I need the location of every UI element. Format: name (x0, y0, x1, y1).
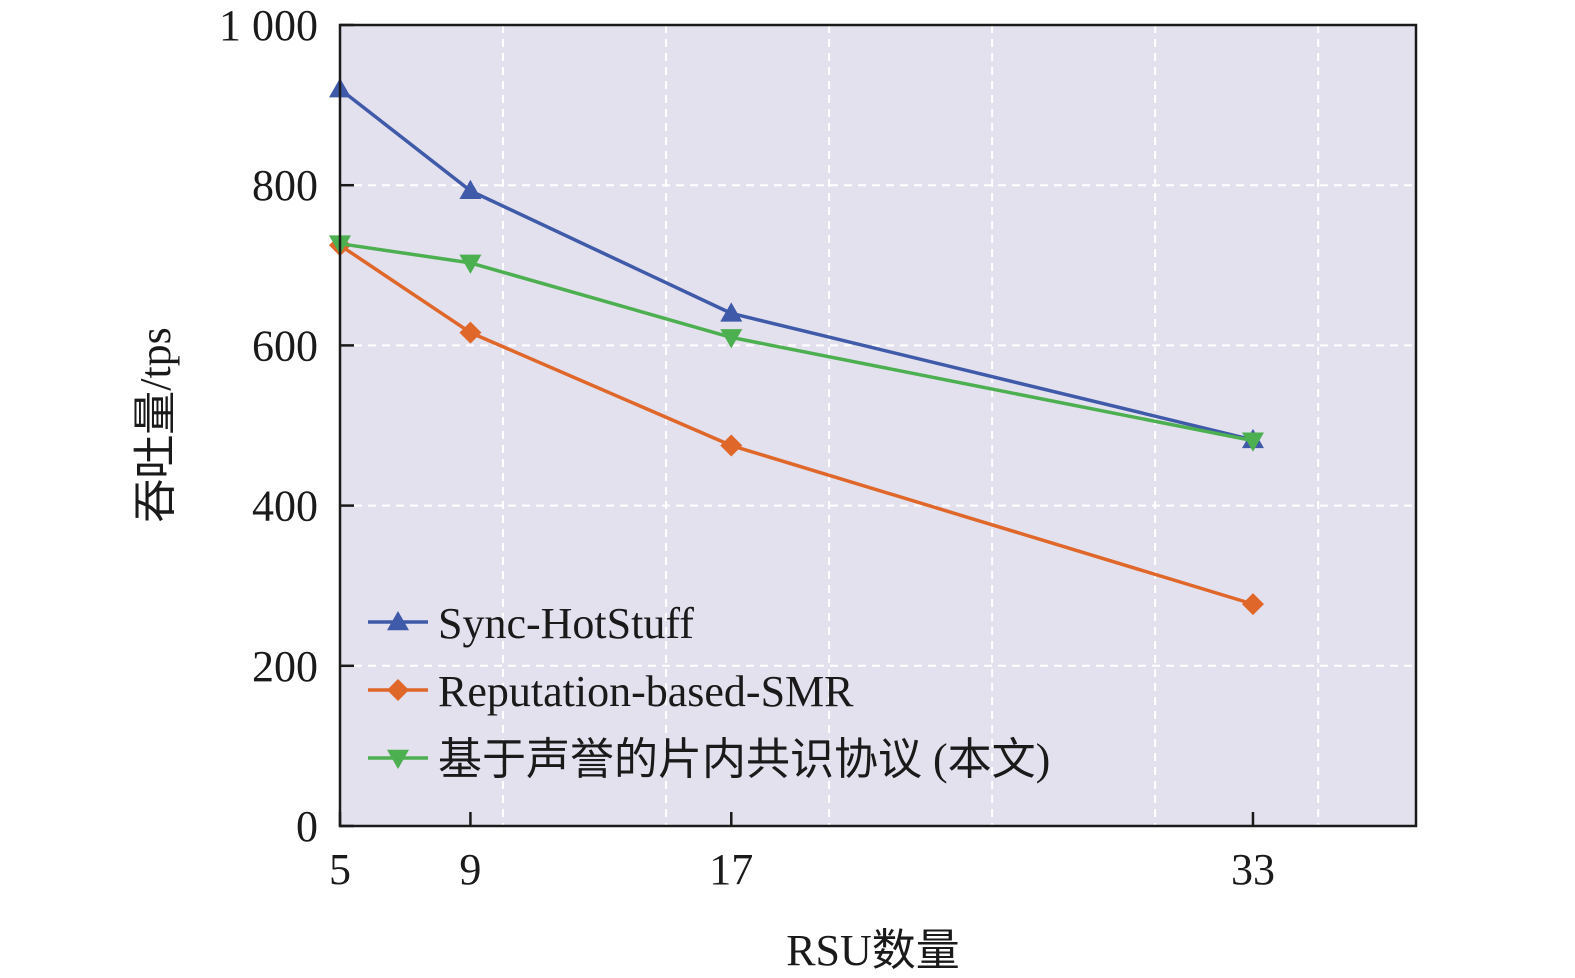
legend-marker (387, 679, 409, 701)
data-point (720, 302, 743, 322)
series-line (339, 243, 1254, 606)
x-tick-label: 5 (329, 845, 351, 894)
data-point (459, 321, 482, 344)
plot-frame (338, 23, 1418, 828)
data-point (1241, 432, 1264, 452)
data-point (1241, 593, 1264, 616)
legend-item: Reputation-based-SMR (368, 667, 854, 716)
legend-label: Reputation-based-SMR (438, 667, 854, 716)
series-line (338, 87, 1254, 442)
legend-label: 基于声誉的片内共识协议 (本文) (438, 735, 1050, 784)
x-axis-title: RSU数量 (786, 926, 960, 975)
legend-item: Sync-HotStuff (368, 599, 694, 648)
axis-ticks: 0 200 400 600 800 1 000 5 9 17 33 (219, 1, 1275, 894)
grid-lines (340, 25, 1416, 826)
legend: Sync-HotStuff Reputation-based-SMR 基于声誉的片内… (368, 599, 1050, 784)
plot-area (340, 25, 1416, 826)
data-point (459, 254, 482, 274)
series-line (339, 241, 1254, 443)
x-tick-label: 17 (709, 845, 753, 894)
y-tick-label: 1 000 (219, 1, 318, 50)
legend-label: Sync-HotStuff (438, 599, 694, 648)
x-tick-label: 33 (1231, 845, 1275, 894)
data-point (720, 329, 743, 349)
y-tick-label: 800 (252, 161, 318, 210)
y-tick-label: 0 (296, 802, 318, 851)
y-tick-label: 600 (252, 321, 318, 370)
data-point (459, 179, 482, 200)
y-axis-title: 吞吐量/tps (131, 327, 180, 523)
y-tick-label: 400 (252, 482, 318, 531)
legend-item: 基于声誉的片内共识协议 (本文) (368, 735, 1050, 784)
y-tick-label: 200 (252, 642, 318, 691)
legend-marker (387, 611, 409, 631)
legend-marker (387, 749, 409, 769)
x-tick-label: 9 (459, 845, 481, 894)
data-point (720, 434, 743, 457)
